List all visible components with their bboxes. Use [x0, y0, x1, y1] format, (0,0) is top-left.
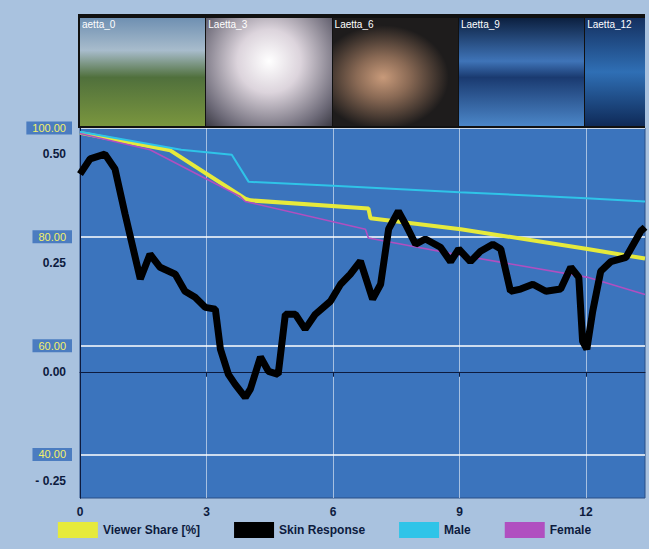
svg-text:0.00: 0.00	[43, 365, 67, 379]
svg-text:Viewer Share [%]: Viewer Share [%]	[103, 523, 200, 537]
svg-text:Skin Response: Skin Response	[279, 523, 365, 537]
svg-text:0: 0	[77, 505, 84, 519]
svg-text:80.00: 80.00	[38, 231, 66, 243]
svg-text:0.25: 0.25	[43, 256, 67, 270]
html-text:Laetta_12: Laetta_12	[587, 19, 632, 30]
svg-text:12: 12	[579, 505, 593, 519]
svg-text:60.00: 60.00	[38, 340, 66, 352]
svg-text:9: 9	[456, 505, 463, 519]
svg-text:Male: Male	[444, 523, 471, 537]
html-text:aetta_0: aetta_0	[82, 19, 116, 30]
svg-text:100.00: 100.00	[32, 122, 66, 134]
html-text:Laetta_3: Laetta_3	[208, 19, 248, 30]
svg-text:Female: Female	[550, 523, 592, 537]
svg-text:- 0.25: - 0.25	[35, 474, 66, 488]
svg-text:40.00: 40.00	[38, 448, 66, 460]
html-text:Laetta_9: Laetta_9	[460, 19, 500, 30]
svg-text:0.50: 0.50	[43, 147, 67, 161]
svg-text:3: 3	[203, 505, 210, 519]
html-text:Laetta_6: Laetta_6	[334, 19, 374, 30]
svg-text:6: 6	[330, 505, 337, 519]
